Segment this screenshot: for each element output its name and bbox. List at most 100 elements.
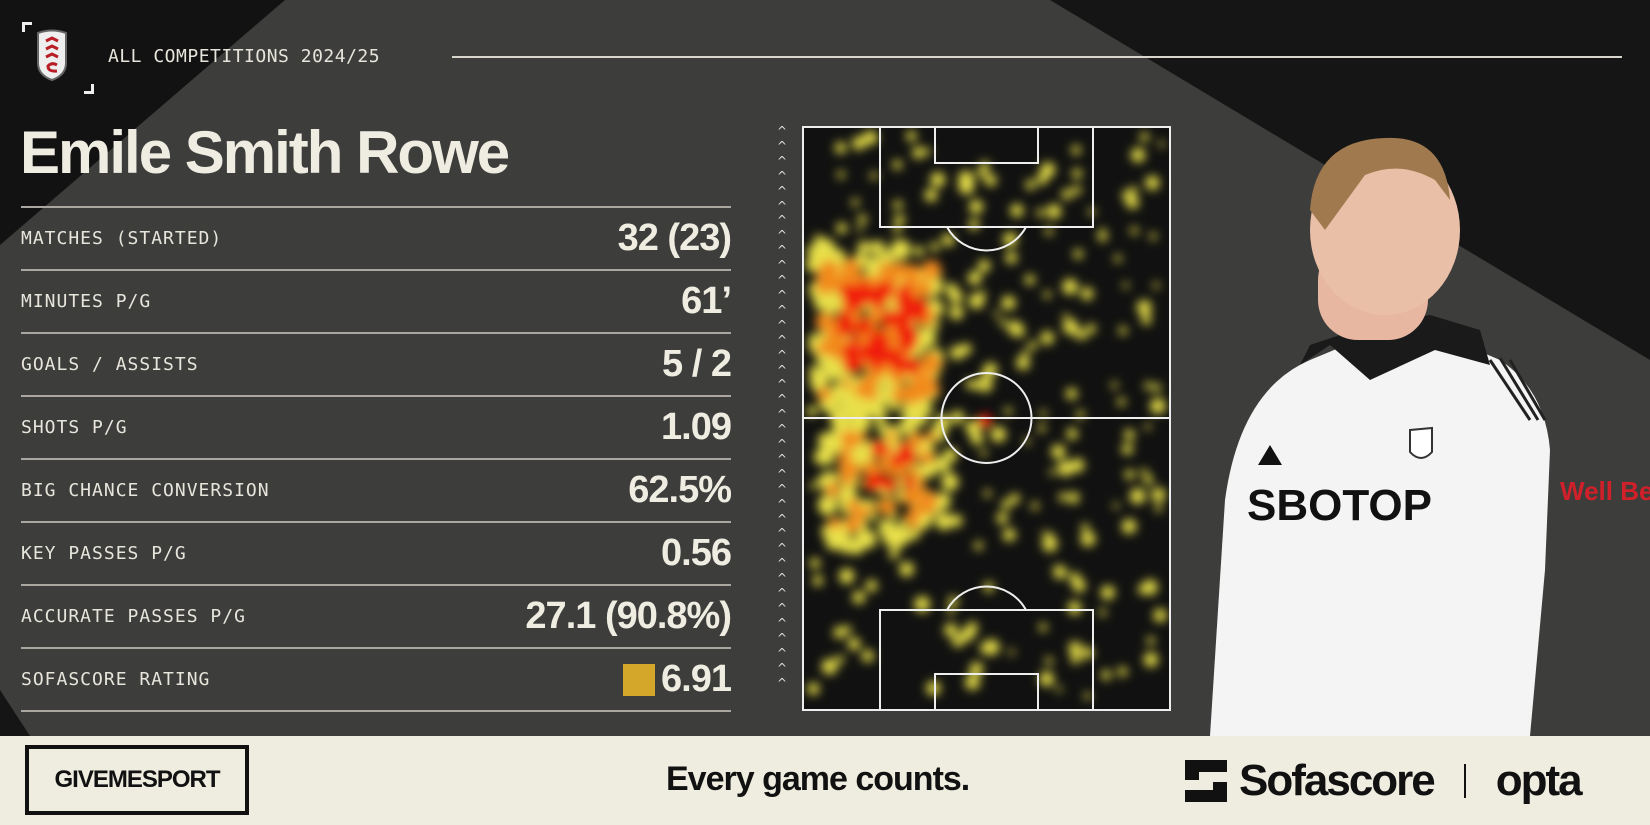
heat-spot [1086,323,1096,334]
heat-spot [1153,608,1167,623]
heat-spot [1051,444,1066,459]
stat-row: BIG CHANCE CONVERSION 62.5% [21,458,732,521]
heat-spot [1043,290,1052,299]
heat-spot [901,401,919,420]
heat-spot [960,627,975,642]
opta-wordmark: opta [1495,756,1583,805]
heat-spot [888,400,900,412]
heat-spot [979,290,986,298]
stats-table: MATCHES (STARTED) 32 (23) MINUTES P/G 61’ … [21,206,732,712]
heat-spot [1146,636,1155,645]
heat-spot [1040,162,1056,178]
heat-spot [827,385,843,401]
heat-spot [864,344,879,360]
heat-spot [984,174,997,187]
stat-label: KEY PASSES P/G [21,543,187,564]
heat-spot [968,293,985,309]
heat-spot [1073,249,1083,259]
footer: GIVEMESPORT Every game counts. Sofascore… [0,736,1650,825]
heat-spot [1081,523,1090,532]
heat-spot [815,313,830,328]
heat-spot [825,482,840,497]
adidas-logo-icon [1258,445,1282,465]
heat-spot [1030,502,1039,510]
heat-spot [1117,666,1128,677]
heat-spot [1004,407,1013,416]
heat-spot [820,451,835,466]
heat-spot [914,596,931,613]
heat-spot [925,431,937,443]
heat-spot [890,239,911,260]
heat-spot [892,160,903,170]
heat-spot [924,148,932,155]
heat-spot [839,504,850,515]
heat-spot [1121,518,1137,534]
heat-spot [887,431,897,441]
heat-spot [993,310,1000,318]
heat-spot [1062,313,1069,320]
heat-spot [1024,274,1036,286]
heat-spot [1067,601,1082,615]
heat-spot [999,318,1008,327]
stat-label: BIG CHANCE CONVERSION [21,480,270,501]
heat-spot [867,472,878,483]
heat-spot [855,432,867,444]
heat-spot [920,501,935,516]
heat-spot [1070,653,1082,664]
heat-spot [894,290,915,311]
heat-spot [969,662,984,676]
heat-spot [840,283,859,302]
stat-value: 32 (23) [617,217,732,259]
heat-spot [935,512,953,531]
heat-spot [820,354,841,375]
stat-row: MATCHES (STARTED) 32 (23) [21,206,732,269]
heat-spot [978,414,992,428]
heat-spot [1065,387,1078,400]
heat-spot [1099,608,1107,617]
heat-spot [1008,649,1015,656]
heat-spot [1152,282,1160,289]
heat-spot [921,460,936,476]
stat-row: MINUTES P/G 61’ [21,269,732,332]
heat-spot [1113,502,1120,509]
heat-spot [863,130,878,145]
heat-spot [900,491,913,504]
heat-spot [857,214,867,224]
heat-spot [821,658,838,675]
heat-spot [890,511,899,520]
heat-spot [891,356,908,373]
heat-spot [968,219,980,230]
heat-spot [807,682,820,695]
heat-spot [917,384,933,400]
heat-spot [1003,232,1018,247]
heat-spot [1122,282,1129,289]
heat-spot [1001,499,1012,510]
heat-spot [816,263,838,286]
fulham-crest-icon [37,29,67,81]
heat-spot [855,317,873,335]
player-name: Emile Smith Rowe [20,119,510,186]
heat-spot [870,445,883,457]
club-crest [22,22,94,94]
heat-spot [855,286,875,306]
heat-spot [868,330,889,350]
heat-spot [1129,186,1138,195]
heat-spot [1143,652,1159,667]
givemesport-logo: GIVEMESPORT [25,745,249,815]
heat-spot [1080,287,1094,300]
heat-spot [1067,491,1080,504]
heat-spot [1151,487,1166,503]
heat-spot [912,487,928,504]
heat-spot [809,482,817,490]
stat-value: 62.5% [628,469,732,511]
heat-spot [1061,189,1073,200]
heat-spot [899,418,908,427]
heat-spot [1081,647,1094,659]
heat-spot [895,320,915,340]
heat-spot [841,379,852,390]
sofascore-logo-icon [1185,760,1227,802]
heat-spot [839,568,855,584]
heat-spot [826,339,844,357]
heat-spot [1049,468,1056,476]
heat-spot [1039,410,1047,418]
